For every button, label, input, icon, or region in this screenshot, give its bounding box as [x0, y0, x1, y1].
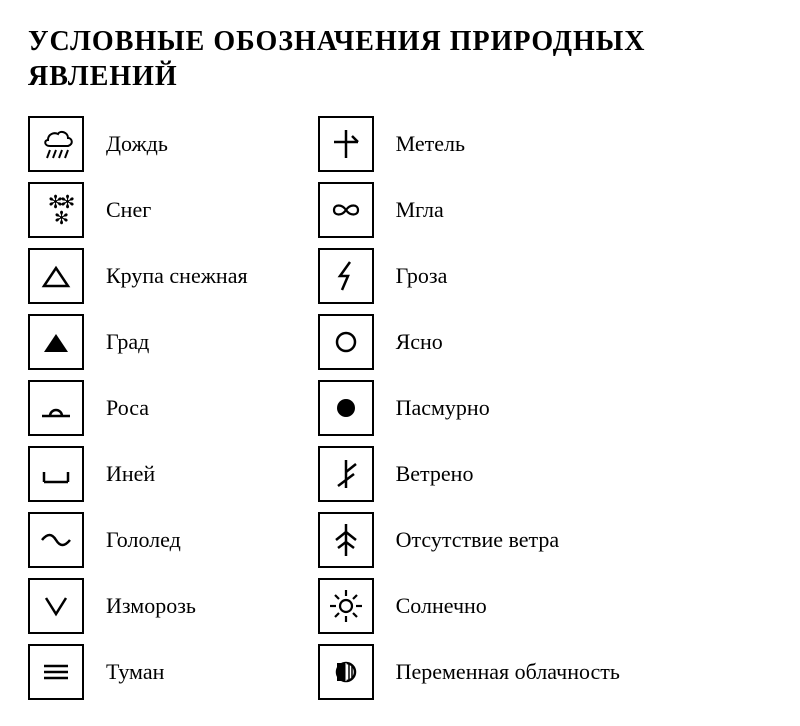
snow-icon: ✻✻✻: [28, 182, 84, 238]
legend-label: Гроза: [396, 263, 448, 289]
legend-label: Град: [106, 329, 149, 355]
legend-row: Дождь: [28, 116, 248, 172]
legend-row: Метель: [318, 116, 620, 172]
legend-row: Ветрено: [318, 446, 620, 502]
legend-columns: Дождь ✻✻✻ Снег Крупа снежная Град Роса Иней Гол…: [28, 116, 772, 710]
legend-row: Гроза: [318, 248, 620, 304]
legend-label: Крупа снежная: [106, 263, 248, 289]
legend-row: Солнечно: [318, 578, 620, 634]
legend-column-left: Дождь ✻✻✻ Снег Крупа снежная Град Роса Иней Гол…: [28, 116, 248, 710]
haze-icon: [318, 182, 374, 238]
rime-icon: [28, 578, 84, 634]
rain-icon: [28, 116, 84, 172]
legend-label: Мгла: [396, 197, 444, 223]
page-title: УСЛОВНЫЕ ОБОЗНАЧЕНИЯ ПРИРОДНЫХ ЯВЛЕНИЙ: [28, 24, 772, 94]
windy-icon: [318, 446, 374, 502]
dew-icon: [28, 380, 84, 436]
legend-row: Отсутствие ветра: [318, 512, 620, 568]
glaze_ice-icon: [28, 512, 84, 568]
legend-row: Пасмурно: [318, 380, 620, 436]
legend-label: Ясно: [396, 329, 443, 355]
hail-icon: [28, 314, 84, 370]
legend-label: Отсутствие ветра: [396, 527, 560, 553]
no_wind-icon: [318, 512, 374, 568]
legend-row: Иней: [28, 446, 248, 502]
legend-row: Изморозь: [28, 578, 248, 634]
legend-label: Снег: [106, 197, 151, 223]
svg-text:✻: ✻: [54, 208, 69, 228]
snow_groats-icon: [28, 248, 84, 304]
legend-label: Солнечно: [396, 593, 487, 619]
legend-column-right: Метель Мгла Гроза Ясно Пасмурно Ветрено Отсутс…: [318, 116, 620, 710]
legend-row: Град: [28, 314, 248, 370]
legend-row: Гололед: [28, 512, 248, 568]
legend-row: Роса: [28, 380, 248, 436]
legend-label: Переменная облачность: [396, 659, 620, 685]
legend-label: Ветрено: [396, 461, 474, 487]
legend-label: Пасмурно: [396, 395, 490, 421]
clear-icon: [318, 314, 374, 370]
legend-row: Переменная облачность: [318, 644, 620, 700]
hoarfrost-icon: [28, 446, 84, 502]
overcast-icon: [318, 380, 374, 436]
legend-label: Дождь: [106, 131, 168, 157]
legend-label: Гололед: [106, 527, 181, 553]
legend-label: Метель: [396, 131, 465, 157]
legend-row: Мгла: [318, 182, 620, 238]
legend-row: ✻✻✻ Снег: [28, 182, 248, 238]
legend-row: Ясно: [318, 314, 620, 370]
legend-label: Изморозь: [106, 593, 196, 619]
sunny-icon: [318, 578, 374, 634]
thunderstorm-icon: [318, 248, 374, 304]
fog-icon: [28, 644, 84, 700]
legend-label: Роса: [106, 395, 149, 421]
legend-row: Крупа снежная: [28, 248, 248, 304]
blizzard-icon: [318, 116, 374, 172]
legend-label: Туман: [106, 659, 164, 685]
legend-label: Иней: [106, 461, 155, 487]
legend-row: Туман: [28, 644, 248, 700]
variable_clouds-icon: [318, 644, 374, 700]
